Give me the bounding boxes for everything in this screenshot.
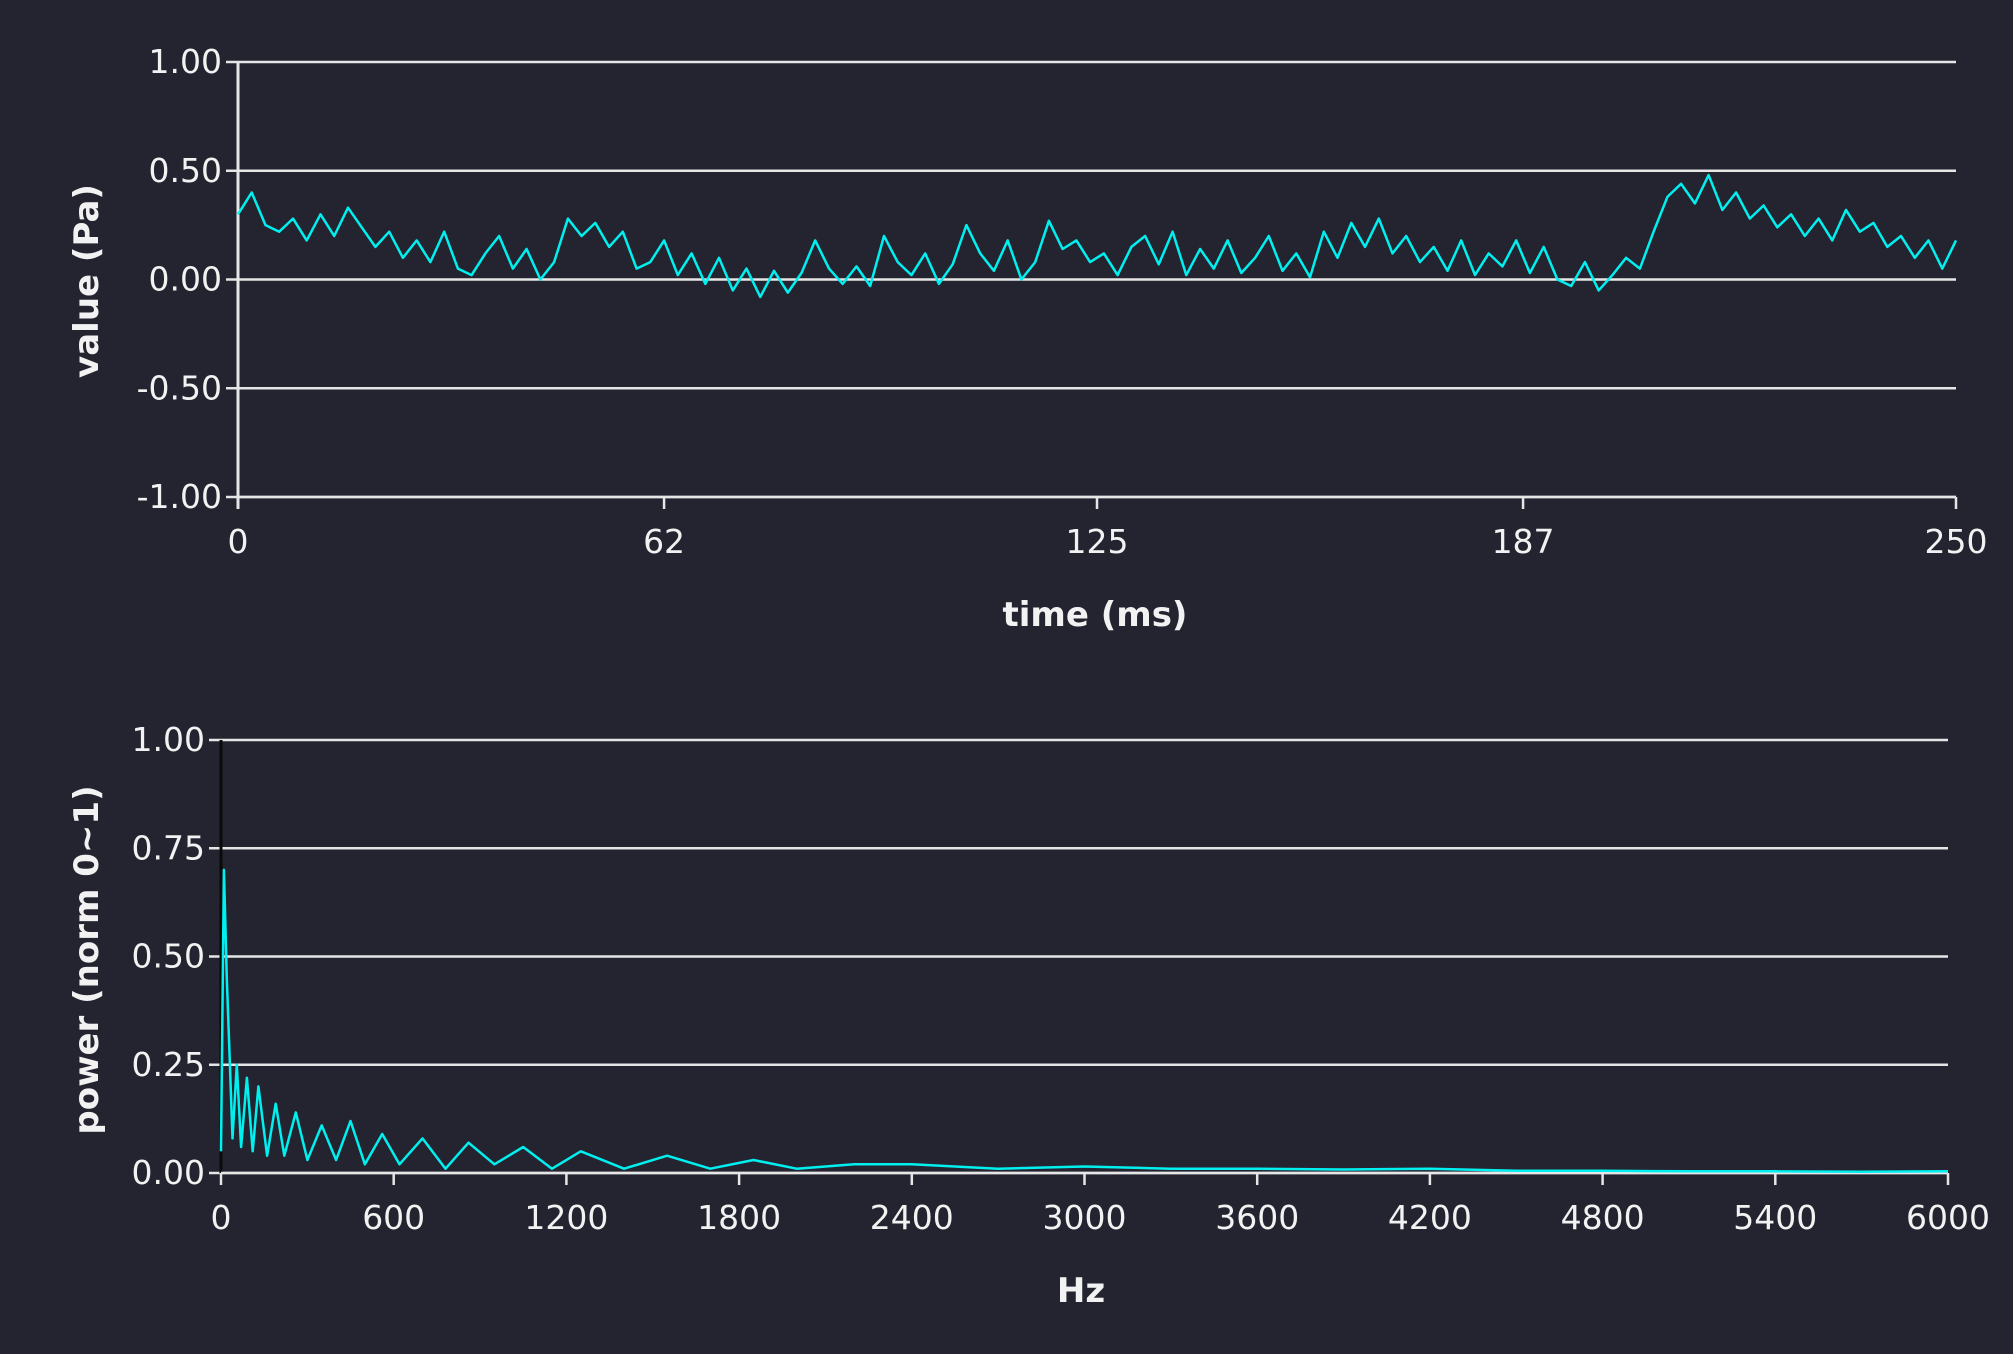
time-xtick-label: 125	[1066, 522, 1129, 561]
spectrum-xtick-label: 6000	[1906, 1198, 1990, 1237]
spectrum-chart-ylabel: power (norm 0~1)	[67, 785, 107, 1134]
spectrum-xtick-label: 4800	[1561, 1198, 1645, 1237]
time-xtick-label: 187	[1492, 522, 1555, 561]
time-series-line	[236, 173, 1958, 299]
spectrum-ytick-label: 0.50	[132, 937, 205, 976]
spectrum-xtick-label: 3000	[1043, 1198, 1127, 1237]
time-xtick-label: 0	[228, 522, 249, 561]
spectrum-xtick-label: 5400	[1733, 1198, 1817, 1237]
time-chart-ylabel: value (Pa)	[67, 184, 107, 378]
time-ytick-label: -1.00	[137, 477, 222, 516]
spectrum-xtick-label: 1200	[524, 1198, 608, 1237]
time-chart-xlabel: time (ms)	[1003, 595, 1188, 635]
time-xtick-label: 62	[643, 522, 685, 561]
spectrum-ytick-label: 1.00	[132, 720, 205, 759]
time-ytick-label: 0.00	[149, 260, 222, 299]
spectrum-ytick-label: 0.00	[132, 1153, 205, 1192]
spectrum-series-line	[219, 868, 1949, 1173]
spectrum-xtick-label: 0	[211, 1198, 232, 1237]
spectrum-chart: power (norm 0~1) Hz 1.00 0.75 0.50 0.25 0.00…	[67, 720, 1990, 1311]
spectrum-xtick-label: 600	[362, 1198, 425, 1237]
time-ytick-label: 1.00	[149, 42, 222, 81]
time-ytick-label: -0.50	[137, 368, 222, 407]
spectrum-xtick-label: 3600	[1215, 1198, 1299, 1237]
spectrum-xtick-label: 2400	[870, 1198, 954, 1237]
time-ytick-label: 0.50	[149, 151, 222, 190]
spectrum-ytick-label: 0.25	[132, 1045, 205, 1084]
spectrum-xtick-label: 4200	[1388, 1198, 1472, 1237]
spectrum-ytick-label: 0.75	[132, 828, 205, 867]
spectrum-chart-xlabel: Hz	[1057, 1271, 1105, 1311]
time-xtick-label: 250	[1925, 522, 1988, 561]
spectrum-xtick-label: 1800	[697, 1198, 781, 1237]
time-domain-chart: value (Pa) time (ms) 1.00 0.50 0.00 -0.50 -1…	[67, 42, 1988, 635]
